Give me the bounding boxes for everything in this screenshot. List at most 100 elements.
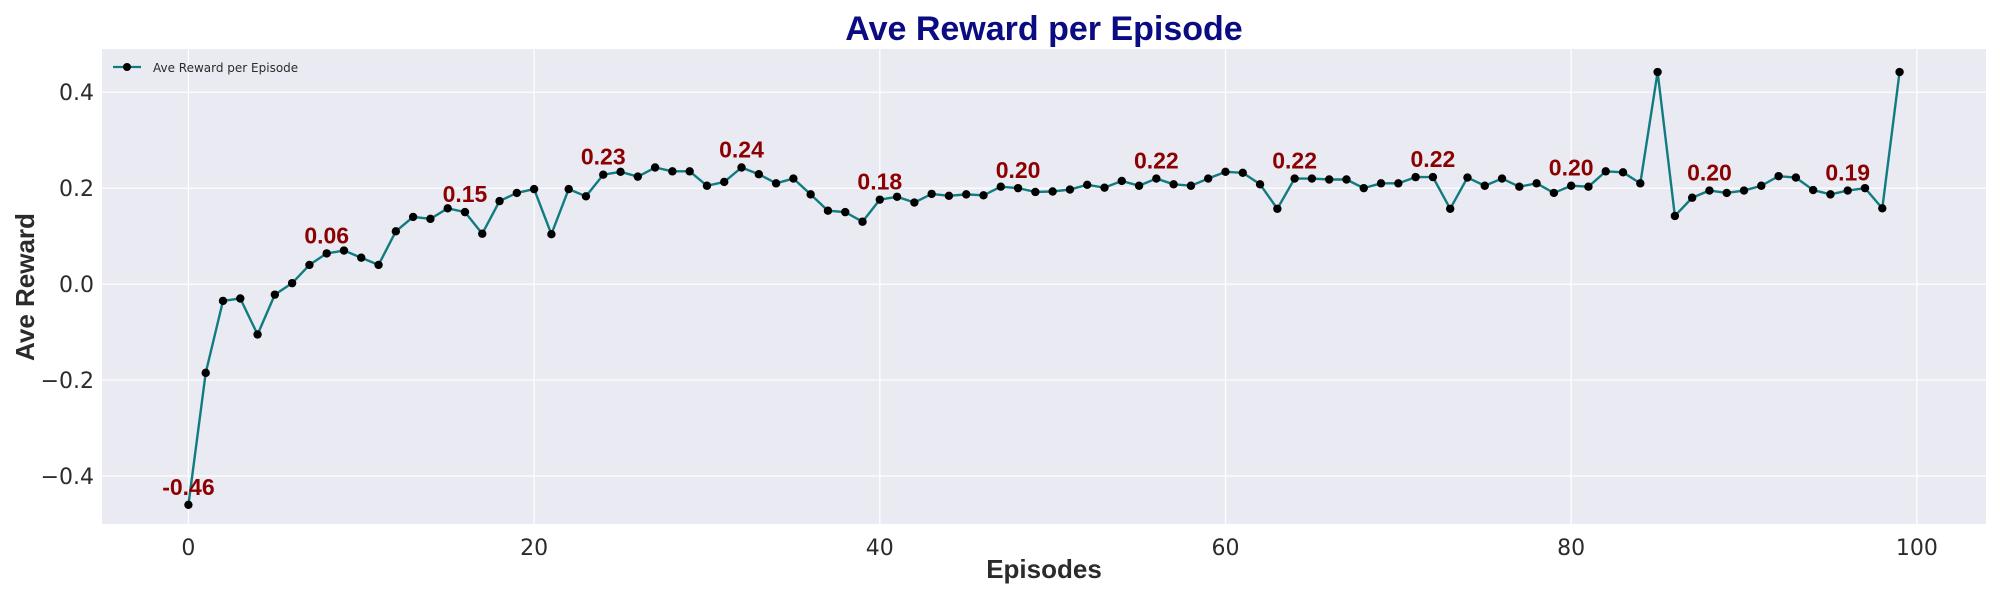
- data-point: [1808, 185, 1818, 195]
- data-point: [944, 191, 954, 201]
- data-point: [529, 184, 539, 194]
- data-point: [685, 167, 694, 176]
- data-point: [1290, 174, 1299, 183]
- data-point: [996, 182, 1005, 191]
- data-point: [875, 195, 884, 204]
- data-labels: -0.46 0.06 0.15 0.23 0.24 0.18 0.20 0.22 0.22 0.2…: [162, 137, 1870, 500]
- x-axis-label: Episodes: [986, 554, 1102, 584]
- data-point: [1100, 183, 1109, 192]
- data-point: [564, 184, 573, 194]
- data-label: 0.06: [304, 222, 349, 248]
- data-point: [1739, 186, 1749, 195]
- data-point: [1860, 183, 1870, 193]
- data-point: [305, 260, 314, 270]
- data-point: [599, 170, 608, 179]
- data-point: [633, 172, 643, 181]
- series-line: [187, 70, 1901, 505]
- data-point: [1618, 168, 1628, 177]
- data-point: [1083, 180, 1092, 189]
- data-label: 0.24: [719, 137, 764, 163]
- data-point: [1463, 173, 1472, 182]
- data-point: [1480, 181, 1489, 190]
- x-tick-label: 20: [520, 536, 548, 561]
- data-point: [443, 204, 452, 213]
- data-point: [979, 191, 988, 200]
- x-tick-label: 0: [181, 536, 195, 561]
- data-point: [1117, 176, 1126, 186]
- data-point: [910, 198, 919, 207]
- data-point: [789, 174, 798, 183]
- data-point: [616, 167, 625, 177]
- data-point: [737, 163, 746, 172]
- y-tick-labels: −0.4 −0.2 0.0 0.2 0.4: [41, 81, 94, 490]
- data-point: [236, 294, 245, 303]
- data-point: [1031, 187, 1040, 197]
- data-point: [1601, 167, 1610, 176]
- data-point: [1204, 174, 1213, 183]
- data-point: [1376, 179, 1386, 188]
- data-point: [201, 368, 210, 378]
- data-point: [1843, 186, 1852, 195]
- data-point: [1186, 181, 1196, 190]
- x-tick-label: 60: [1211, 536, 1239, 561]
- data-point: [927, 189, 936, 199]
- x-tick-labels: 0 20 40 60 80 100: [181, 536, 1937, 561]
- data-point: [1515, 182, 1524, 191]
- data-point: [1722, 188, 1731, 198]
- data-point: [322, 249, 331, 258]
- data-label: 0.22: [1272, 148, 1317, 174]
- data-label: 0.22: [1411, 146, 1456, 172]
- data-label: 0.19: [1825, 160, 1870, 186]
- data-point: [1152, 174, 1161, 183]
- data-point: [478, 229, 487, 238]
- x-tick-label: 40: [866, 536, 894, 561]
- data-label: -0.46: [162, 474, 214, 500]
- data-label: 0.20: [1549, 155, 1594, 181]
- y-tick-label: −0.4: [41, 465, 94, 490]
- data-label: 0.23: [581, 144, 626, 170]
- data-point: [1307, 174, 1317, 183]
- data-point: [1169, 180, 1178, 189]
- data-point: [1221, 167, 1230, 177]
- series-layer: [184, 67, 1904, 510]
- data-point: [512, 188, 522, 198]
- data-point: [1895, 67, 1904, 77]
- data-point: [1048, 187, 1057, 196]
- data-label: 0.20: [1687, 160, 1732, 186]
- data-point: [460, 207, 470, 217]
- data-point: [1774, 171, 1783, 181]
- data-point: [426, 214, 435, 224]
- data-point: [1359, 183, 1368, 193]
- data-point: [771, 179, 781, 188]
- data-point: [668, 167, 677, 176]
- data-point: [1757, 181, 1766, 190]
- data-point: [547, 230, 556, 239]
- data-point: [408, 212, 418, 222]
- data-point: [1584, 182, 1593, 191]
- y-tick-label: 0.0: [59, 273, 94, 298]
- data-point: [962, 190, 971, 199]
- data-point: [1394, 179, 1403, 188]
- legend: Ave Reward per Episode: [113, 61, 298, 75]
- data-label: 0.18: [857, 169, 902, 195]
- data-point: [1687, 193, 1697, 202]
- data-point: [892, 192, 902, 201]
- data-point: [650, 163, 660, 172]
- data-point: [1878, 204, 1887, 213]
- data-point: [1013, 183, 1023, 193]
- chart-title: Ave Reward per Episode: [845, 10, 1242, 48]
- data-point: [1705, 186, 1714, 195]
- data-point: [720, 177, 729, 187]
- data-point: [1791, 173, 1801, 182]
- y-tick-label: 0.4: [59, 81, 94, 106]
- data-point: [287, 278, 297, 288]
- data-point: [1670, 211, 1680, 221]
- data-point: [374, 260, 383, 270]
- data-label: 0.20: [996, 157, 1041, 183]
- data-point: [357, 253, 366, 262]
- data-point: [1428, 172, 1438, 182]
- data-point: [1653, 67, 1662, 77]
- y-tick-label: −0.2: [41, 369, 94, 394]
- x-tick-label: 100: [1896, 536, 1938, 561]
